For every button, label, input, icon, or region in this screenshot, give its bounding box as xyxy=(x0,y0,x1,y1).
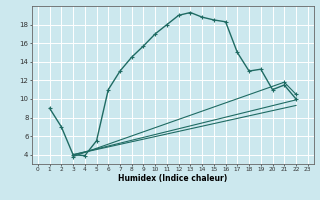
X-axis label: Humidex (Indice chaleur): Humidex (Indice chaleur) xyxy=(118,174,228,183)
